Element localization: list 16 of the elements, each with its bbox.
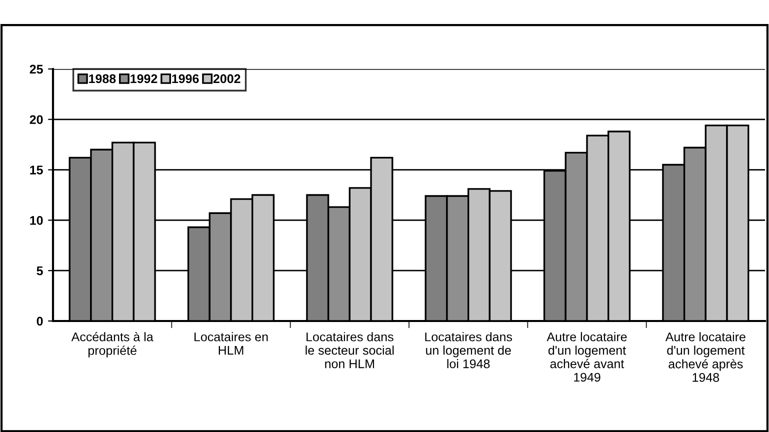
- legend-label: 2002: [213, 74, 240, 84]
- y-tick-label: 25: [30, 64, 43, 74]
- x-tick-label: Locataires dans le secteur social non HLM: [306, 332, 394, 368]
- legend-label: 1988: [89, 74, 116, 84]
- x-tick-label: Autre locataire d'un logement achevé avant 1949: [546, 332, 627, 382]
- legend-label: 1996: [172, 74, 199, 84]
- y-tick-label: 10: [30, 216, 43, 225]
- y-tick-label: 5: [36, 266, 43, 276]
- y-tick-label: 15: [30, 166, 43, 174]
- x-tick-label: Locataires dans un logement de loi 1948: [425, 332, 512, 368]
- x-tick-label: Locataires en HLM: [194, 332, 268, 355]
- x-tick-label: Accédants à la propriété: [71, 332, 154, 358]
- x-tick-label: Autre locataire d'un logement achevé après 1948: [665, 332, 746, 382]
- legend-label: 1992: [130, 74, 158, 84]
- y-tick-label: 0: [36, 316, 43, 326]
- y-tick-label: 20: [30, 115, 43, 124]
